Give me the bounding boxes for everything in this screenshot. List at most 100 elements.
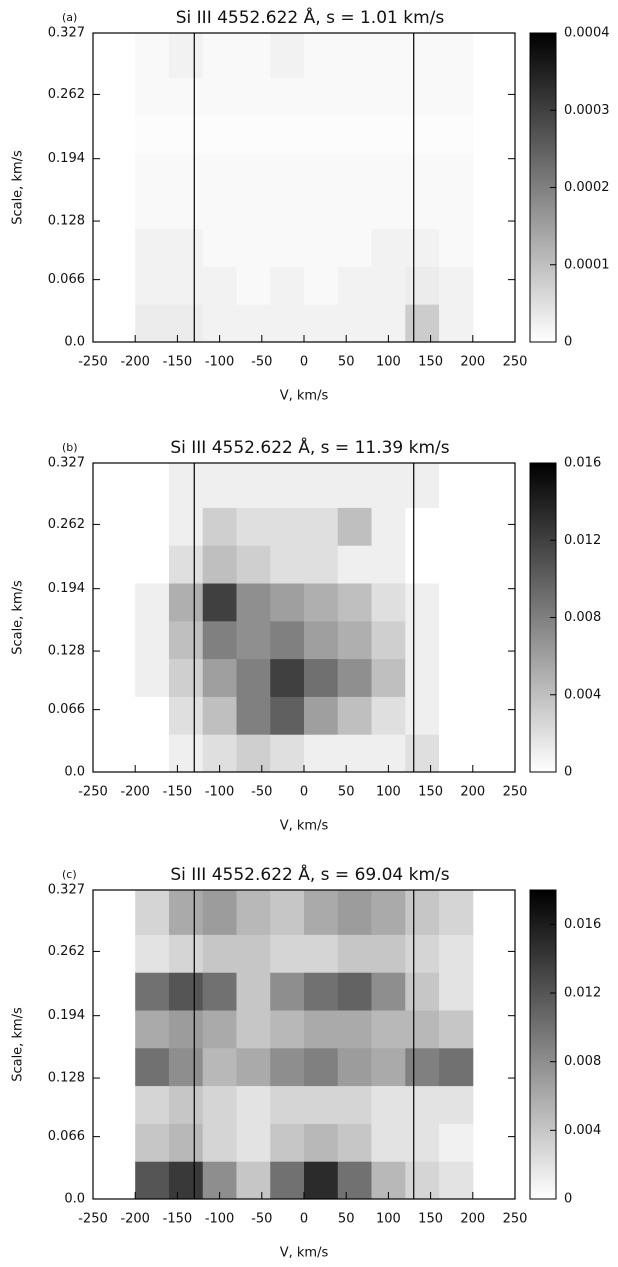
heat-cell <box>371 545 406 584</box>
heat-cell <box>202 1047 237 1087</box>
heat-cell <box>168 934 204 973</box>
heat-cell <box>168 190 204 230</box>
heat-cell <box>270 266 305 305</box>
colorbar-tick-label: 0.0001 <box>564 257 610 272</box>
x-tick-label: 150 <box>418 1212 443 1227</box>
heat-cell <box>337 696 373 735</box>
heat-cell <box>371 890 406 935</box>
heat-cell <box>371 696 406 735</box>
colorbar-tick-label: 0 <box>564 765 572 780</box>
heat-cell <box>439 1010 474 1049</box>
heat-cell <box>135 463 170 508</box>
heat-cell <box>168 972 204 1011</box>
heat-cell <box>236 1161 271 1200</box>
heat-cell <box>337 153 373 192</box>
heat-cell <box>371 190 406 230</box>
y-tick-label: 0.327 <box>48 456 85 471</box>
heat-cell <box>168 304 204 343</box>
heat-cell <box>236 33 271 78</box>
heat-cell <box>135 972 170 1011</box>
heat-cell <box>135 115 170 154</box>
x-tick-label: -200 <box>120 355 150 370</box>
heat-cell <box>236 972 271 1011</box>
heat-cell <box>270 1010 305 1049</box>
heat-cell <box>168 33 204 78</box>
heat-cell <box>168 734 204 773</box>
heat-cell <box>202 228 237 267</box>
x-tick-label: 50 <box>338 785 355 800</box>
heat-cell <box>337 1010 373 1049</box>
heat-cell <box>405 463 440 508</box>
heat-cell <box>236 228 271 267</box>
heat-cell <box>135 1085 170 1124</box>
heat-cell <box>270 696 305 735</box>
panel: (b) Si III 4552.622 Å, s = 11.39 km/s -250… <box>11 436 602 834</box>
x-tick-label: 200 <box>460 355 485 370</box>
heat-cell <box>135 696 170 735</box>
heat-cell <box>371 972 406 1011</box>
heat-cell <box>168 658 204 697</box>
heat-cell <box>439 890 474 935</box>
heat-cell <box>439 190 474 230</box>
heat-cell <box>270 77 305 116</box>
heat-cell <box>304 1161 339 1200</box>
heat-cell <box>168 696 204 735</box>
heat-cell <box>439 153 474 192</box>
heat-cell <box>337 545 373 584</box>
x-tick-label: 200 <box>460 1212 485 1227</box>
heat-cell <box>236 463 271 508</box>
colorbar-tick-label: 0.004 <box>564 687 601 702</box>
heat-cell <box>405 620 440 660</box>
heat-cell <box>202 890 237 935</box>
heat-cell <box>304 304 339 343</box>
heat-cell <box>270 228 305 267</box>
heat-cell <box>236 734 271 773</box>
heat-cell <box>439 507 474 546</box>
heat-cell <box>337 658 373 697</box>
heat-cell <box>405 33 440 78</box>
heat-cell <box>135 1010 170 1049</box>
chart-title: Si III 4552.622 Å, s = 11.39 km/s <box>170 436 449 458</box>
y-tick-label: 0.262 <box>48 517 85 532</box>
y-axis-label: Scale, km/s <box>11 1007 26 1082</box>
heat-cell <box>270 583 305 622</box>
heat-cell <box>270 620 305 660</box>
heat-cell <box>304 228 339 267</box>
heat-cell <box>405 228 440 267</box>
x-tick-label: -250 <box>78 355 108 370</box>
heat-cell <box>135 507 170 546</box>
heat-cell <box>168 115 204 154</box>
heat-cell <box>371 1047 406 1087</box>
heat-cell <box>202 658 237 697</box>
heat-cell <box>337 734 373 773</box>
heat-cell <box>371 620 406 660</box>
heat-cell <box>135 77 170 116</box>
heat-cell <box>439 1161 474 1200</box>
heat-cell <box>168 463 204 508</box>
heat-cell <box>405 115 440 154</box>
heat-cell <box>135 228 170 267</box>
heat-cell <box>337 1085 373 1124</box>
heat-cell <box>270 734 305 773</box>
heat-cell <box>304 1123 339 1162</box>
heat-cell <box>337 620 373 660</box>
heat-cell <box>405 153 440 192</box>
heat-cell <box>371 1085 406 1124</box>
heat-cell <box>236 890 271 935</box>
heat-cell <box>202 33 237 78</box>
heat-cell <box>236 583 271 622</box>
x-tick-label: -100 <box>205 355 235 370</box>
heat-cell <box>202 1123 237 1162</box>
heat-cell <box>439 266 474 305</box>
heat-cell <box>135 658 170 697</box>
heat-cell <box>202 507 237 546</box>
heat-cell <box>236 266 271 305</box>
heat-cell <box>135 304 170 343</box>
heat-cell <box>439 620 474 660</box>
heat-cell <box>371 507 406 546</box>
x-tick-label: -250 <box>78 785 108 800</box>
heat-cell <box>405 890 440 935</box>
heat-cell <box>270 190 305 230</box>
heat-cell <box>337 266 373 305</box>
